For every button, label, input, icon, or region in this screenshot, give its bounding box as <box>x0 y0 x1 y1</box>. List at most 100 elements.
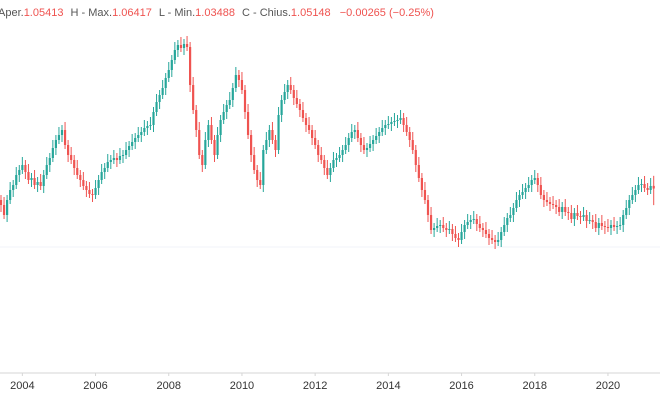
candle-body <box>301 110 305 118</box>
candle-body <box>417 165 420 178</box>
candle-body <box>445 228 448 230</box>
candle-body <box>182 44 186 48</box>
candle-body <box>298 104 301 110</box>
candle-body <box>530 180 533 185</box>
candle-body <box>317 145 320 155</box>
candle-body <box>237 75 240 80</box>
candle-body <box>155 102 158 112</box>
candle-body <box>448 229 451 230</box>
candle-body <box>426 200 430 215</box>
candle-body <box>600 223 603 226</box>
candle-body <box>45 165 48 175</box>
x-tick-label: 2016 <box>449 380 473 392</box>
candle-body <box>551 204 555 205</box>
candle-body <box>201 155 204 165</box>
candle-body <box>0 200 3 205</box>
candle-body <box>631 195 634 200</box>
candle-body <box>570 213 573 219</box>
low-label: L - Min. <box>159 7 195 19</box>
candle-body <box>542 195 545 200</box>
candle-body <box>457 238 460 240</box>
candle-body <box>372 140 375 144</box>
candle-body <box>173 50 176 60</box>
candle-body <box>185 44 189 47</box>
candle-body <box>94 188 97 195</box>
candle-body <box>466 222 469 225</box>
candle-body <box>167 70 170 78</box>
candle-body <box>609 225 613 228</box>
candle-body <box>494 240 497 242</box>
candle-body <box>518 195 521 200</box>
candle-body <box>27 172 30 180</box>
candle-body <box>326 168 329 175</box>
candle-body <box>475 219 478 224</box>
candle-body <box>347 138 350 145</box>
candle-body <box>63 130 67 145</box>
candle-body <box>500 232 503 240</box>
candle-body <box>399 118 402 120</box>
candle-body <box>2 205 6 215</box>
candle-body <box>146 126 149 128</box>
change-value: −0.00265 (−0.25%) <box>340 7 434 19</box>
candle-body <box>36 182 39 185</box>
candle-body <box>314 138 317 145</box>
candle-body <box>487 234 491 238</box>
candle-body <box>329 168 332 175</box>
candle-body <box>539 185 542 195</box>
candle-body <box>274 140 277 150</box>
candle-body <box>259 180 262 185</box>
candle-body <box>88 190 91 194</box>
candle-body <box>454 234 457 238</box>
ohlc-header: Aper.1.05413 H - Max.1.06417 L - Min.1.0… <box>0 7 434 19</box>
candle-body <box>198 130 201 155</box>
candle-body <box>140 132 143 135</box>
candle-body <box>567 212 570 213</box>
candle-body <box>280 100 283 115</box>
candle-body <box>143 128 146 132</box>
candle-body <box>594 222 597 228</box>
x-tick-label: 2008 <box>157 380 181 392</box>
x-tick-label: 2014 <box>376 380 400 392</box>
candle-body <box>60 130 64 135</box>
candle-body <box>18 170 21 175</box>
candle-body <box>286 85 289 92</box>
candle-body <box>628 200 631 208</box>
x-axis: 2004 2006 2008 2010 2012 2014 2016 2018 2020 <box>10 373 620 392</box>
candle-body <box>134 138 137 142</box>
candle-body <box>195 110 198 130</box>
candle-body <box>591 220 594 222</box>
candle-body <box>533 178 536 180</box>
x-tick-label: 2012 <box>303 380 327 392</box>
candle-body <box>558 207 561 212</box>
candle-body <box>164 78 167 88</box>
candle-body <box>506 218 509 225</box>
candle-body <box>503 225 506 232</box>
open-value: 1.05413 <box>24 7 64 19</box>
candle-body <box>103 168 106 172</box>
candle-body <box>481 228 484 230</box>
candle-body <box>216 135 219 155</box>
candle-body <box>97 180 100 188</box>
candle-body <box>85 186 88 190</box>
candle-body <box>289 85 292 90</box>
candle-body <box>396 120 399 121</box>
candle-body <box>338 155 341 158</box>
candle-body <box>408 132 411 140</box>
candle-body <box>91 194 94 195</box>
candle-body <box>268 130 271 140</box>
candle-body <box>381 128 384 132</box>
candle-body <box>51 148 54 158</box>
candle-body <box>54 140 57 148</box>
candle-body <box>429 215 433 230</box>
close-label: C - Chius. <box>242 7 291 19</box>
candle-body <box>387 124 390 125</box>
candle-body <box>246 112 250 135</box>
candle-body <box>463 225 466 232</box>
candle-body <box>292 90 295 98</box>
candle-body <box>585 215 588 221</box>
candle-body <box>262 150 265 185</box>
candle-body <box>472 219 475 220</box>
